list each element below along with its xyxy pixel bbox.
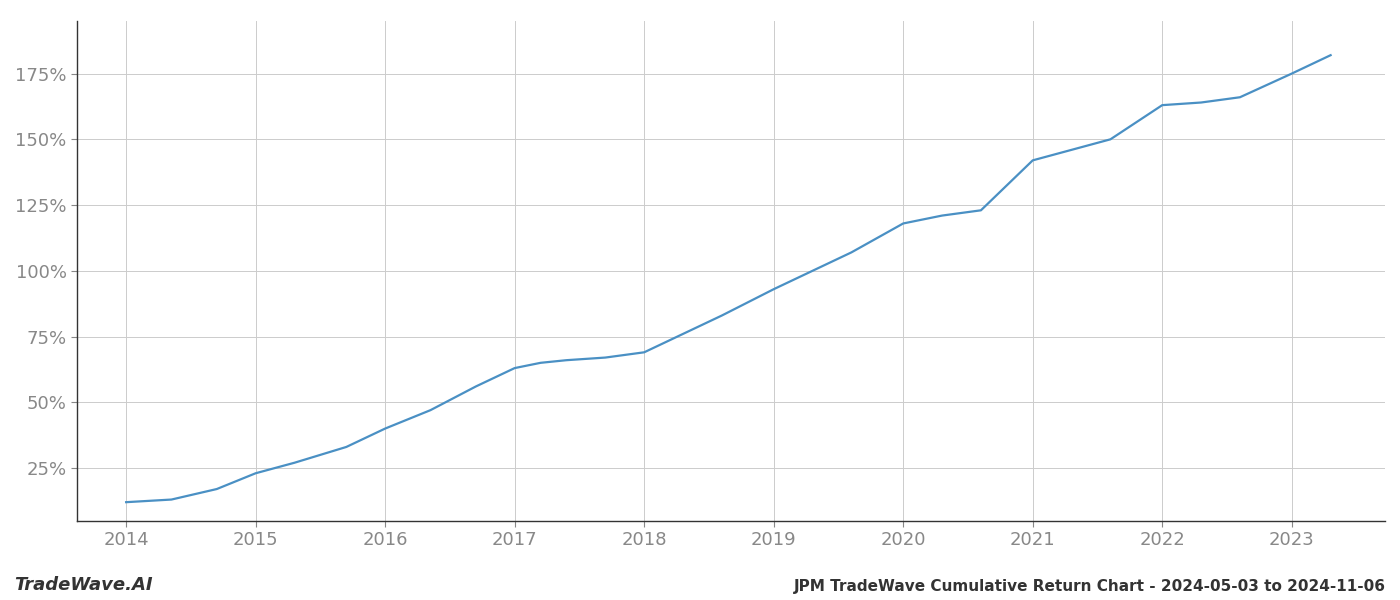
Text: JPM TradeWave Cumulative Return Chart - 2024-05-03 to 2024-11-06: JPM TradeWave Cumulative Return Chart - … (794, 579, 1386, 594)
Text: TradeWave.AI: TradeWave.AI (14, 576, 153, 594)
